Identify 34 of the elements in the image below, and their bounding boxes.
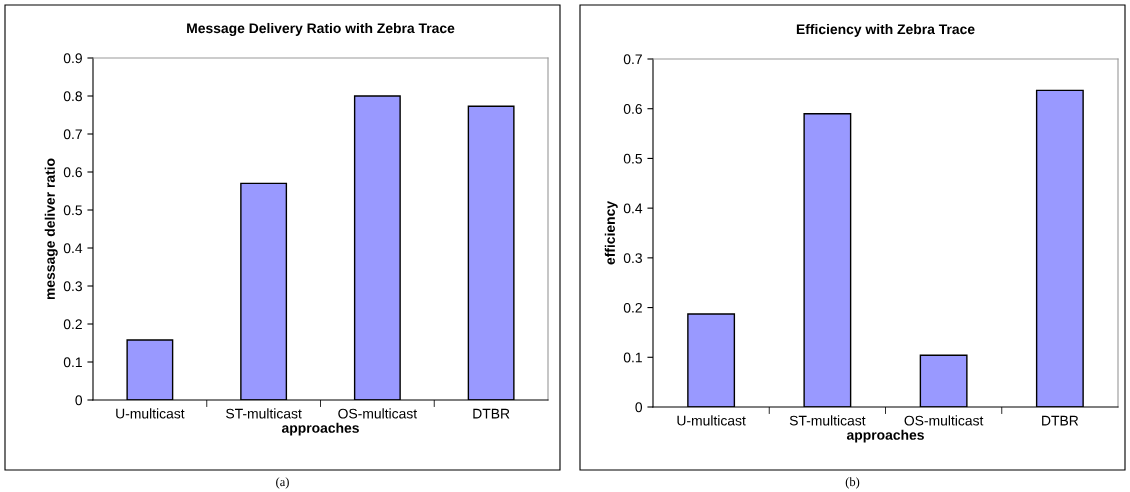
y-tick-label: 0.2: [63, 319, 82, 330]
x-tick-label: U-multicast: [677, 415, 746, 426]
y-tick-label: 0.4: [63, 243, 83, 254]
y-tick-label: 0.7: [623, 54, 642, 65]
y-tick-label: 0: [75, 395, 83, 406]
y-tick-label: 0: [635, 402, 643, 413]
y-tick-label: 0.2: [623, 302, 642, 313]
chart-title: Message Delivery Ratio with Zebra Trace: [187, 22, 455, 36]
y-tick-label: 0.6: [63, 167, 82, 178]
x-tick-label: DTBR: [473, 408, 510, 419]
y-tick-label: 0.1: [623, 352, 642, 363]
x-tick-label: DTBR: [1042, 415, 1079, 426]
x-axis-title: approaches: [846, 429, 924, 443]
y-axis-title: message deliver ratio: [44, 158, 58, 300]
chart-title: Efficiency with Zebra Trace: [796, 23, 975, 37]
y-tick-label: 0.9: [63, 53, 82, 64]
x-tick-label: ST-multicast: [226, 408, 302, 419]
y-tick-label: 0.5: [63, 205, 82, 216]
x-tick-label: OS-multicast: [338, 408, 418, 419]
y-tick-label: 0.3: [63, 281, 82, 292]
x-tick-label: ST-multicast: [789, 415, 866, 426]
text: (a): [276, 477, 289, 489]
y-tick-label: 0.4: [623, 203, 643, 214]
y-tick-label: 0.1: [63, 357, 82, 368]
text: (b): [845, 477, 860, 489]
y-tick-label: 0.6: [623, 104, 642, 114]
x-axis-title: approaches: [281, 422, 359, 436]
y-tick-label: 0.5: [623, 153, 642, 164]
x-tick-label: U-multicast: [116, 408, 185, 419]
y-axis-title: efficiency: [604, 201, 618, 265]
y-tick-label: 0.7: [63, 129, 82, 140]
x-tick-label: OS-multicast: [904, 415, 984, 426]
y-tick-label: 0.3: [623, 253, 642, 264]
y-tick-label: 0.8: [63, 91, 82, 102]
